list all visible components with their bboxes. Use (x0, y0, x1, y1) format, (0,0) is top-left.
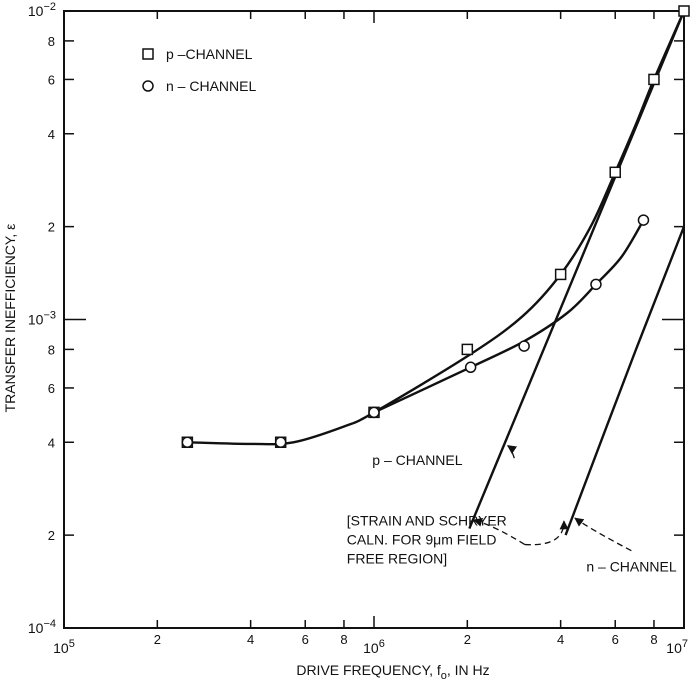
y-tick-label: 8 (48, 342, 55, 357)
x-tick-label-base: 10 (666, 640, 682, 656)
x-tick-label: 2 (154, 632, 161, 647)
y-tick-label: 2 (48, 528, 55, 543)
x-tick-label: 107 (666, 638, 688, 656)
x-tick-label-base: 10 (363, 640, 379, 656)
legend-circle-marker (142, 80, 154, 92)
p-channel-point (461, 343, 474, 356)
legend-entry-label: n – CHANNEL (166, 78, 256, 94)
annotation-n-channel-label: n – CHANNEL (586, 559, 676, 575)
x-axis-label-main: DRIVE FREQUENCY, f (296, 662, 441, 678)
x-tick-label: 106 (363, 638, 385, 656)
y-tick-label: 10−2 (28, 1, 56, 19)
n-channel-point (181, 436, 194, 449)
x-tick-label: 2 (464, 632, 471, 647)
x-tick-label: 105 (53, 638, 75, 656)
legend-entry-label: p –CHANNEL (166, 46, 253, 62)
x-tick-label-exponent: 5 (69, 638, 75, 650)
y-tick-label-exponent: −3 (43, 310, 56, 322)
y-tick-label: 6 (48, 72, 55, 87)
y-tick-label: 10−4 (28, 618, 56, 636)
annotation-calculation-arrow-p (473, 517, 526, 546)
p-channel-point (554, 268, 567, 281)
annotation-calculation-line-3: FREE REGION] (347, 551, 447, 567)
x-tick-label-base: 10 (53, 640, 69, 656)
x-tick-label: 4 (247, 632, 254, 647)
calc-line-n-3 (564, 226, 686, 536)
fit-curve-square-0 (187, 10, 686, 446)
y-tick-label-base: 10 (28, 3, 44, 19)
y-tick-label: 4 (48, 435, 55, 450)
markers (181, 5, 690, 449)
x-tick-label: 8 (340, 632, 347, 647)
annotation-n-channel-arrow (574, 517, 632, 552)
n-channel-point (637, 214, 650, 226)
p-channel-point (678, 5, 690, 17)
annotation-p-channel-arrow (506, 445, 518, 459)
x-tick-label: 4 (557, 632, 564, 647)
n-channel-point (518, 340, 530, 352)
x-tick-label: 6 (612, 632, 619, 647)
x-tick-label-exponent: 7 (682, 638, 688, 650)
curves (187, 10, 686, 536)
y-tick-label-base: 10 (28, 620, 44, 636)
x-tick-label: 6 (302, 632, 309, 647)
n-channel-point (274, 436, 287, 449)
y-tick-label: 8 (48, 34, 55, 49)
n-channel-point (590, 278, 602, 291)
n-channel-point (464, 361, 477, 374)
y-axis-label: TRANSFER INEFFICIENCY, ε (2, 224, 18, 413)
y-tick-label: 4 (48, 127, 55, 142)
y-tick-label-base: 10 (28, 312, 44, 328)
legend: p –CHANNEL n – CHANNEL (142, 46, 256, 94)
n-channel-point (368, 406, 380, 419)
x-axis-label: DRIVE FREQUENCY, fo, IN Hz (296, 662, 489, 682)
annotation-calculation-line-1: [STRAIN AND SCHRYER (347, 513, 507, 529)
x-axis-label-subscript: o (441, 670, 447, 682)
legend-square-marker (142, 48, 154, 60)
y-tick-label-exponent: −2 (43, 1, 56, 13)
y-tick-label: 2 (48, 220, 55, 235)
fit-curve-circle-1 (373, 219, 645, 414)
annotation-p-channel-label: p – CHANNEL (372, 452, 462, 468)
annotation-calculation-line-2: CALN. FOR 9μm FIELD (347, 532, 497, 548)
x-tick-label: 8 (650, 632, 657, 647)
calc-line-p-2 (468, 10, 686, 530)
x-tick-label-exponent: 6 (379, 638, 385, 650)
y-tick-label: 6 (48, 381, 55, 396)
x-axis-label-tail: , IN Hz (447, 662, 490, 678)
p-channel-point (609, 166, 621, 179)
annotation-calculation-arrow-n (524, 520, 569, 546)
y-tick-label: 10−3 (28, 310, 56, 328)
p-channel-point (648, 73, 660, 86)
y-tick-label-exponent: −4 (43, 618, 56, 630)
annotations: p – CHANNEL n – CHANNEL [STRAIN AND SCHRYE… (347, 445, 677, 575)
